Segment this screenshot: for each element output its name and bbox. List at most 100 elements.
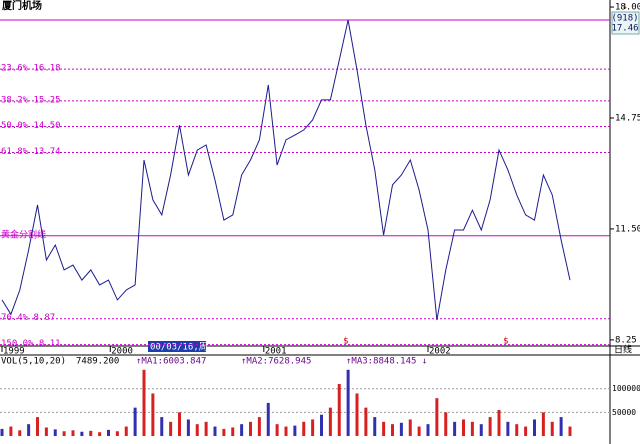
volume-bar	[0, 428, 4, 436]
volume-bar	[328, 407, 332, 436]
volume-bar	[435, 398, 439, 436]
volume-bar	[151, 393, 155, 436]
volume-bar	[98, 432, 102, 436]
volume-bar	[399, 422, 403, 436]
volume-readout: 7489.200	[76, 357, 119, 367]
level-label: 黄金分割线	[1, 228, 46, 240]
volume-bar	[391, 424, 394, 436]
volume-bar	[231, 427, 235, 436]
volume-bar	[444, 412, 448, 436]
marker: $	[343, 337, 348, 347]
volume-bar	[213, 426, 217, 436]
volume-bar	[346, 369, 350, 436]
volume-bar	[9, 426, 13, 436]
level-label: 61.8% 13.74	[1, 147, 61, 157]
x-tick-label: 2000	[111, 347, 133, 357]
volume-bar	[355, 393, 359, 436]
volume-bar	[240, 424, 244, 436]
level-label: 50.0% 14.50	[1, 121, 61, 131]
volume-bar	[337, 384, 341, 436]
volume-bar	[71, 430, 75, 436]
y-tick-label: 100000	[612, 384, 640, 393]
y-tick-label: 11.50	[615, 224, 640, 234]
volume-bar	[204, 421, 208, 436]
x-tick-label: 1999	[3, 347, 25, 357]
volume-bar	[453, 421, 457, 436]
marker: $	[503, 337, 508, 347]
volume-bar	[80, 431, 84, 436]
level-label: 38.2% 15.25	[1, 95, 61, 105]
x-tick-label: 2002	[429, 347, 451, 357]
volume-bar	[169, 421, 173, 436]
volume-bar	[426, 424, 430, 436]
volume-bar	[417, 426, 421, 436]
level-label: 150.0% 8.11	[1, 339, 61, 349]
volume-bar	[364, 407, 368, 436]
volume-bar	[462, 419, 465, 436]
level-label: 23.6% 16.18	[1, 64, 61, 74]
volume-bar	[133, 407, 137, 436]
volume-bar	[195, 424, 199, 436]
volume-bar	[249, 421, 252, 436]
volume-bar	[320, 414, 323, 436]
volume-bar	[550, 421, 554, 436]
volume-title: VOL(5,10,20)	[1, 357, 66, 367]
volume-bar	[488, 417, 492, 436]
volume-bar	[302, 421, 306, 436]
y-tick-label: 8.25	[615, 335, 637, 345]
volume-bar	[541, 412, 545, 436]
volume-bar	[506, 421, 510, 436]
volume-bar	[186, 419, 190, 436]
last-price: 17.46	[611, 24, 638, 34]
volume-bar	[275, 424, 279, 436]
volume-bar	[160, 417, 164, 436]
volume-bar	[266, 402, 270, 436]
volume-bar	[36, 417, 39, 436]
stock-code: (918)	[611, 14, 638, 24]
volume-bar	[124, 426, 128, 436]
level-label: 76.4% 8.87	[1, 313, 55, 323]
cursor-label: 00/03/16,周	[150, 342, 208, 353]
volume-bar	[18, 430, 22, 436]
x-tick-label: 2001	[265, 347, 287, 357]
volume-bar	[497, 410, 501, 436]
quote-box	[611, 11, 640, 35]
volume-bar	[382, 421, 386, 436]
volume-bar	[62, 431, 66, 436]
volume-bar	[178, 412, 181, 436]
volume-readout: ↑MA1:6003.847	[136, 357, 206, 367]
y-tick-label: 14.75	[615, 113, 640, 123]
volume-bar	[373, 417, 377, 436]
volume-bar	[479, 424, 483, 436]
volume-bar	[293, 425, 297, 436]
volume-bar	[257, 417, 261, 436]
volume-bar	[44, 427, 48, 436]
cursor-box	[148, 341, 206, 352]
volume-bar	[284, 426, 288, 436]
volume-bar	[533, 419, 536, 436]
arrow-icon: ⇓	[622, 1, 628, 12]
volume-bar	[115, 431, 119, 436]
stock-name: 厦门机场	[2, 0, 42, 12]
volume-readout: ↑MA2:7628.945	[241, 357, 311, 367]
y-tick-label: 50000	[612, 408, 636, 417]
volume-bar	[311, 419, 315, 436]
volume-bar	[515, 424, 519, 436]
volume-bar	[142, 369, 146, 436]
y-tick-label: 18.00	[615, 3, 640, 13]
volume-bar	[27, 424, 31, 436]
volume-bar	[53, 429, 57, 436]
volume-bar	[107, 429, 110, 436]
volume-bar	[524, 426, 528, 436]
volume-bar	[568, 426, 572, 436]
volume-bar	[559, 417, 563, 436]
volume-bar	[408, 419, 412, 436]
volume-bar	[222, 428, 226, 436]
price-line	[1, 19, 571, 321]
volume-bar	[89, 430, 93, 436]
volume-readout: ↑MA3:8848.145 ↓	[346, 357, 427, 367]
volume-bar	[470, 421, 474, 436]
period-label: 日线	[614, 344, 632, 356]
